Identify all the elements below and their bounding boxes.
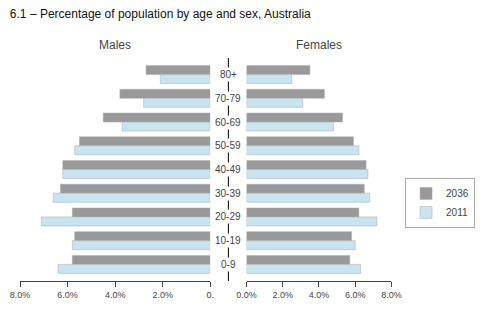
svg-text:0.: 0. (207, 290, 215, 300)
svg-text:40-49: 40-49 (215, 164, 241, 175)
svg-text:4.0%: 4.0% (105, 290, 126, 300)
svg-text:6.0%: 6.0% (57, 290, 78, 300)
svg-text:80+: 80+ (220, 69, 237, 80)
svg-text:4.0%: 4.0% (309, 290, 330, 300)
svg-text:8.0%: 8.0% (10, 290, 31, 300)
svg-text:60-69: 60-69 (215, 117, 241, 128)
svg-text:6.1 – Percentage of population: 6.1 – Percentage of population by age an… (10, 7, 311, 21)
svg-text:30-39: 30-39 (215, 188, 241, 199)
svg-text:2.0%: 2.0% (152, 290, 173, 300)
svg-text:2.0%: 2.0% (272, 290, 293, 300)
svg-text:Females: Females (296, 38, 342, 52)
svg-text:10-19: 10-19 (215, 235, 241, 246)
svg-text:70-79: 70-79 (215, 93, 241, 104)
svg-text:Males: Males (99, 38, 131, 52)
svg-text:0-9: 0-9 (221, 259, 236, 270)
svg-text:20-29: 20-29 (215, 211, 241, 222)
svg-text:2011: 2011 (446, 207, 468, 218)
svg-text:6.0%: 6.0% (345, 290, 366, 300)
svg-text:0.0%: 0.0% (236, 290, 257, 300)
svg-text:50-59: 50-59 (215, 140, 241, 151)
svg-text:8.0%: 8.0% (381, 290, 402, 300)
svg-text:2036: 2036 (446, 188, 469, 199)
